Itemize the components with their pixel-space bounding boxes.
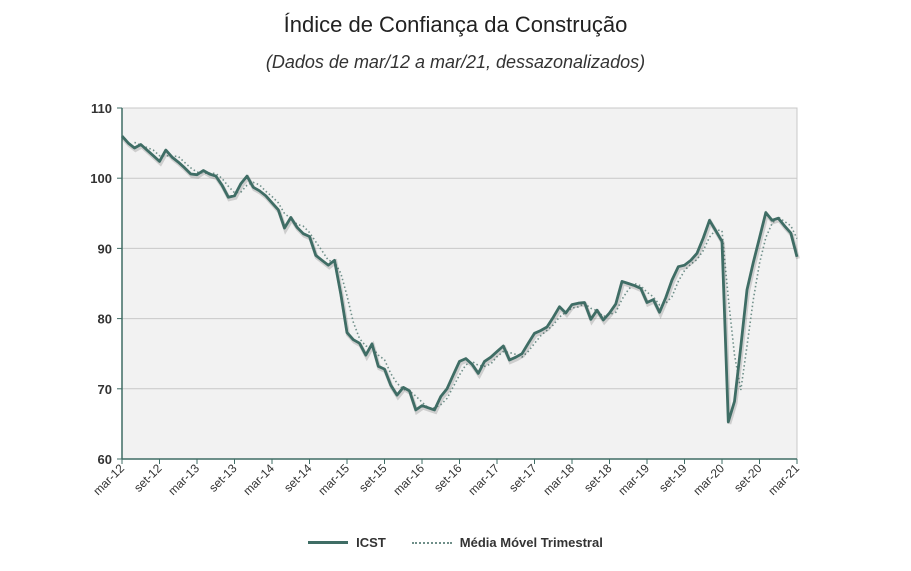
x-tick-label: mar-19: [615, 461, 652, 498]
y-tick-label: 60: [98, 452, 112, 467]
x-tick-label: set-17: [506, 461, 540, 495]
y-tick-label: 70: [98, 382, 112, 397]
legend-icst-swatch: [308, 541, 349, 544]
x-tick-label: set-20: [731, 461, 765, 495]
legend-icst-label: ICST: [356, 535, 386, 550]
x-tick-label: set-12: [131, 461, 165, 495]
x-tick-label: set-19: [656, 461, 690, 495]
x-tick-label: mar-18: [540, 461, 577, 498]
y-tick-label: 110: [91, 101, 112, 116]
chart-title: Índice de Confiança da Construção: [283, 12, 628, 37]
x-tick-label: mar-14: [240, 461, 277, 498]
x-tick-label: set-16: [431, 461, 465, 495]
legend: ICST Média Móvel Trimestral: [0, 535, 911, 550]
x-tick-label: set-14: [281, 461, 315, 495]
series-moving-average-line: [134, 141, 798, 409]
y-tick-label: 90: [98, 241, 112, 256]
x-tick-label: set-15: [356, 461, 390, 495]
series-icst-line: [120, 135, 799, 424]
chart-subtitle: (Dados de mar/12 a mar/21, dessazonaliza…: [265, 52, 646, 72]
x-tick-label: mar-16: [390, 461, 427, 498]
x-tick-label: mar-20: [690, 461, 727, 498]
x-tick-label: mar-17: [465, 461, 502, 498]
x-tick-label: set-13: [206, 461, 240, 495]
x-tick-label: mar-13: [165, 461, 202, 498]
x-tick-label: mar-15: [315, 461, 352, 498]
y-tick-label: 100: [90, 171, 112, 186]
series-icst-shadow: [121, 136, 800, 425]
legend-moving-average-swatch: [411, 541, 452, 544]
plot-area: [121, 107, 798, 460]
x-tick-label: set-18: [581, 461, 615, 495]
y-tick-label: 80: [98, 312, 112, 327]
legend-moving-average-label: Média Móvel Trimestral: [459, 535, 603, 550]
x-tick-label: mar-21: [765, 461, 802, 498]
